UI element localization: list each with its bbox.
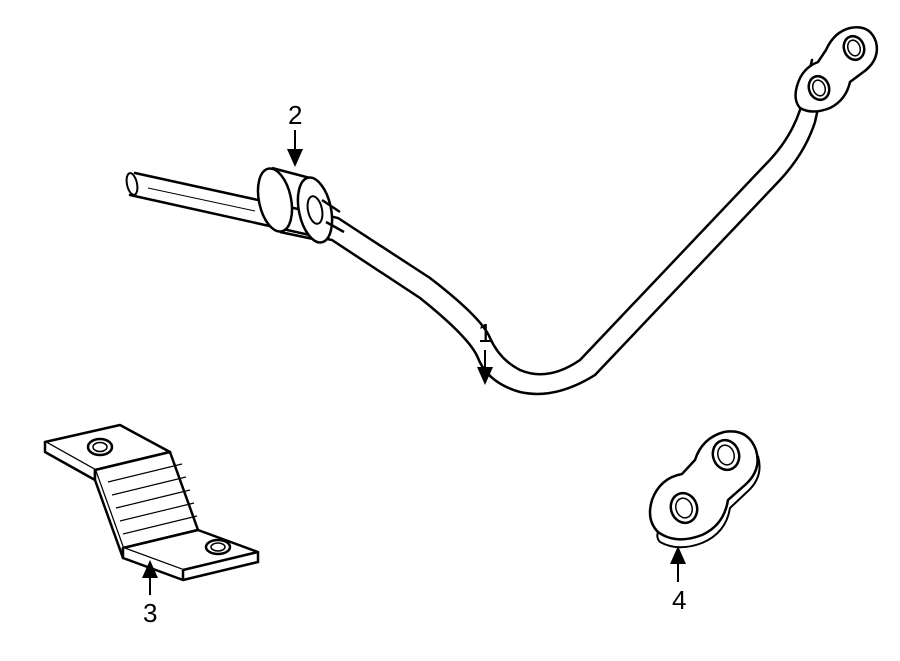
parts-diagram: 1 2 3 4 (0, 0, 900, 661)
callout-label-1: 1 (478, 318, 492, 349)
callout-label-4: 4 (672, 585, 686, 616)
diagram-svg (0, 0, 900, 661)
callout-arrows (150, 130, 678, 595)
callout-label-2: 2 (288, 100, 302, 131)
callout-label-3: 3 (143, 598, 157, 629)
stabilizer-bar (125, 27, 877, 394)
link (650, 431, 760, 547)
bracket (45, 425, 258, 580)
